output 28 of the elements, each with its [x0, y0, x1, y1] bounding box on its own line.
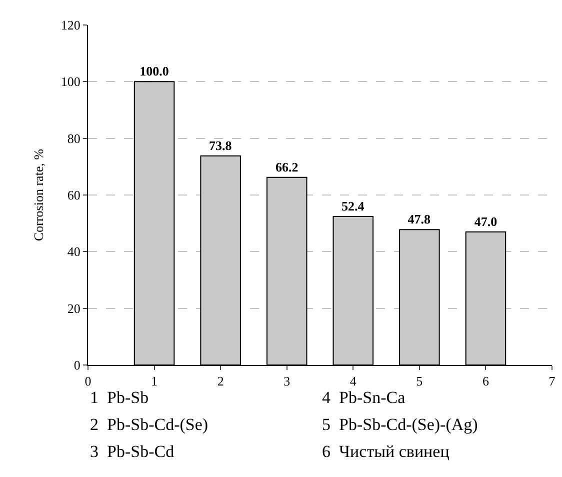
- x-tick-label: 7: [548, 374, 556, 389]
- text: 6 Чистый свинец: [322, 442, 450, 461]
- text: 1 Pb-Sb: [90, 388, 149, 407]
- x-tick-label: 0: [84, 374, 92, 389]
- y-tick-label: 60: [67, 188, 80, 203]
- y-tick-label: 80: [67, 130, 80, 146]
- x-tick-label: 4: [350, 374, 357, 389]
- y-tick-label: 20: [67, 300, 80, 316]
- y-axis-title: Corrosion rate, %: [30, 148, 46, 242]
- data-label: 47.8: [408, 212, 432, 227]
- text: 5 Pb-Sb-Cd-(Se)-(Ag): [322, 415, 478, 434]
- x-tick-label: 6: [482, 374, 490, 389]
- y-tick-label: 120: [60, 18, 80, 33]
- text: 4 Pb-Sn-Ca: [322, 388, 406, 407]
- data-label: 73.8: [208, 138, 232, 153]
- data-label: 66.2: [275, 159, 298, 174]
- data-label: 47.0: [474, 214, 498, 229]
- text: 3 Pb-Sb-Cd: [90, 442, 175, 461]
- y-tick-label: 0: [74, 358, 80, 373]
- y-tick-label: 40: [67, 244, 80, 260]
- x-tick-label: 3: [284, 374, 290, 389]
- x-tick-label: 1: [151, 374, 158, 389]
- data-label: 52.4: [342, 198, 365, 214]
- y-tick-label: 100: [60, 74, 80, 90]
- text: 2 Pb-Sb-Cd-(Se): [90, 415, 208, 434]
- x-tick-label: 2: [217, 374, 224, 389]
- data-label: 100.0: [140, 64, 169, 79]
- x-tick-label: 5: [416, 374, 423, 389]
